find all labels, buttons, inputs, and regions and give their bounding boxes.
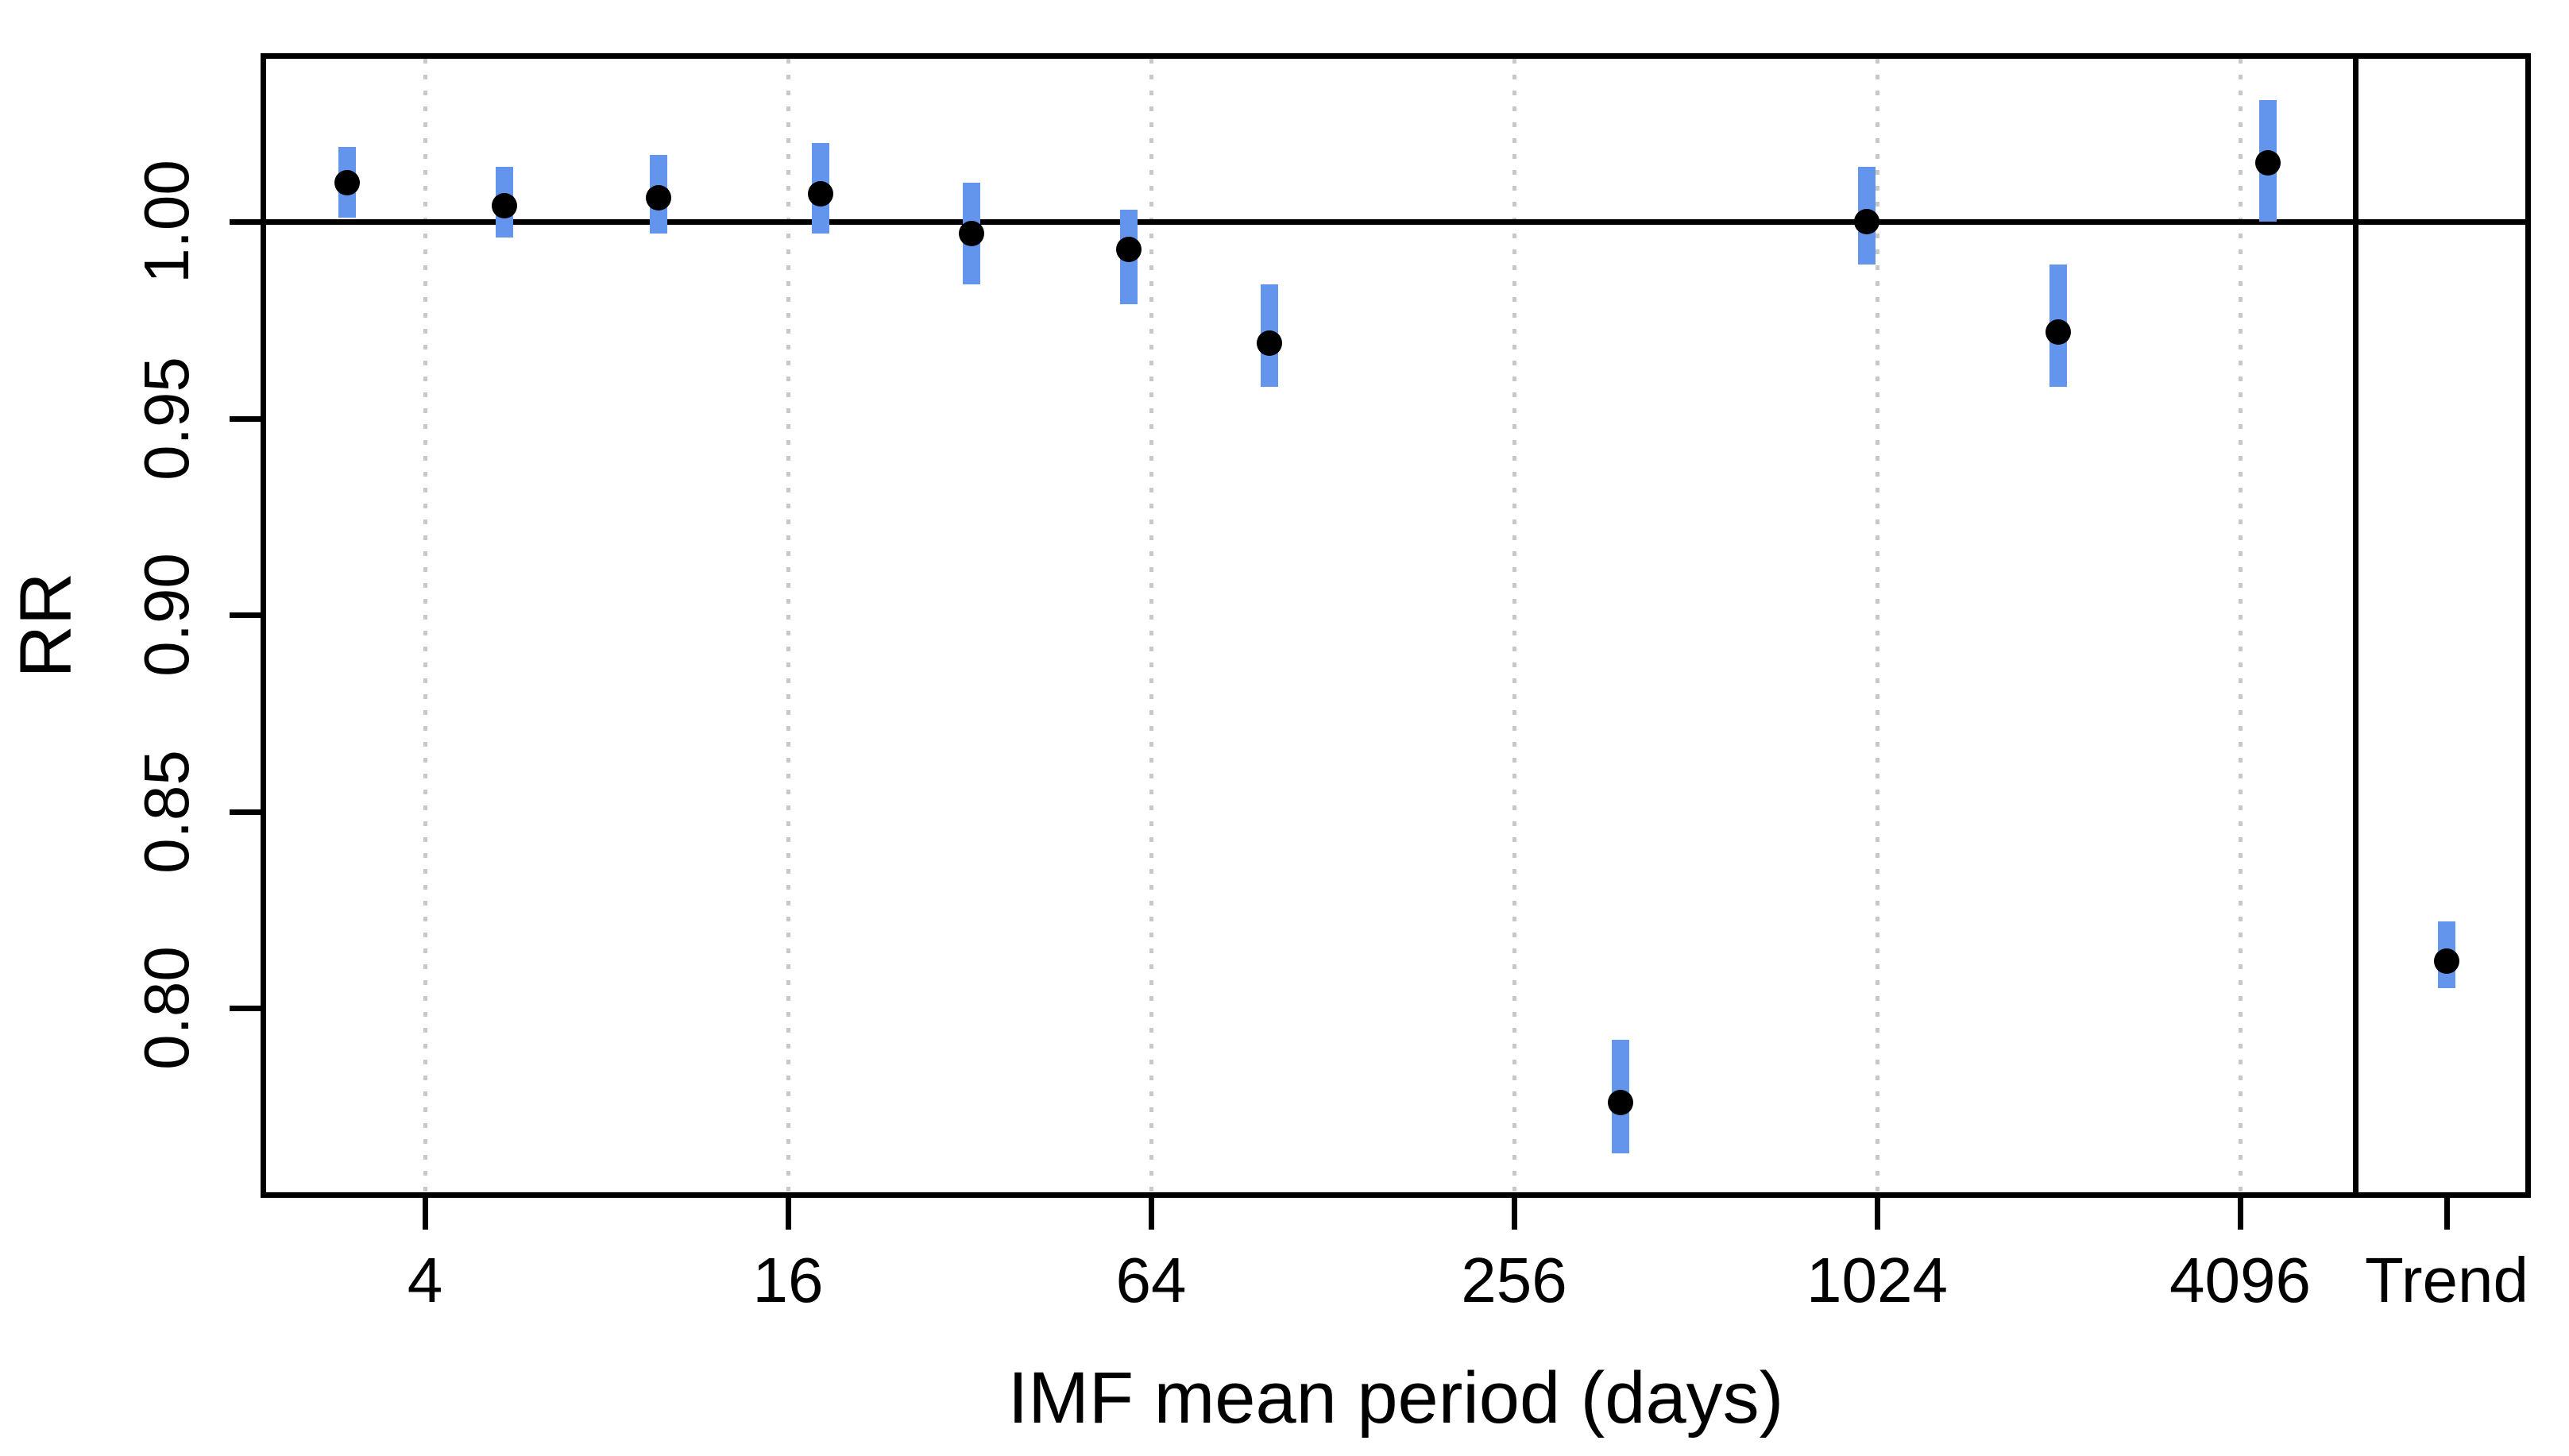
data-dot-imf-4 bbox=[808, 181, 833, 207]
y-axis-title: RR bbox=[6, 572, 87, 678]
x-tick-64 bbox=[1149, 1196, 1154, 1230]
data-dot-imf-10 bbox=[2046, 319, 2071, 345]
data-dot-imf-5 bbox=[959, 220, 984, 246]
x-tick-Trend bbox=[2444, 1196, 2450, 1230]
data-dot-imf-8 bbox=[1608, 1089, 1633, 1115]
x-gridline-64 bbox=[1149, 59, 1153, 1195]
y-tick-0.80 bbox=[230, 1006, 263, 1011]
x-gridline-1024 bbox=[1876, 59, 1879, 1195]
x-tick-label-64: 64 bbox=[1115, 1245, 1187, 1315]
x-tick-label-Trend: Trend bbox=[2364, 1245, 2529, 1315]
y-tick-0.90 bbox=[230, 612, 263, 618]
x-tick-label-256: 256 bbox=[1461, 1245, 1567, 1315]
x-gridline-256 bbox=[1512, 59, 1516, 1195]
x-tick-label-16: 16 bbox=[752, 1245, 824, 1315]
data-dot-imf-1 bbox=[334, 169, 360, 195]
x-gridline-4096 bbox=[2239, 59, 2243, 1195]
x-tick-1024 bbox=[1875, 1196, 1880, 1230]
x-gridline-16 bbox=[786, 59, 790, 1195]
x-tick-16 bbox=[786, 1196, 791, 1230]
data-dot-imf-2 bbox=[492, 193, 517, 219]
plot-border bbox=[261, 53, 2531, 1198]
data-dot-imf-9 bbox=[1854, 209, 1879, 234]
x-tick-4096 bbox=[2238, 1196, 2243, 1230]
data-dot-trend bbox=[2434, 948, 2459, 974]
y-tick-1.00 bbox=[230, 219, 263, 225]
data-dot-imf-3 bbox=[646, 185, 671, 211]
data-dot-imf-7 bbox=[1257, 330, 1282, 357]
data-dot-imf-11 bbox=[2255, 149, 2281, 176]
x-gridline-4 bbox=[423, 59, 427, 1195]
x-tick-label-1024: 1024 bbox=[1806, 1245, 1948, 1315]
x-tick-label-4096: 4096 bbox=[2169, 1245, 2311, 1315]
y-tick-0.85 bbox=[230, 809, 263, 815]
y-tick-label-0.80: 0.80 bbox=[131, 946, 202, 1070]
x-tick-256 bbox=[1512, 1196, 1517, 1230]
x-tick-4 bbox=[423, 1196, 428, 1230]
data-dot-imf-6 bbox=[1116, 236, 1142, 262]
reference-line-rr-1 bbox=[263, 219, 2528, 225]
x-axis-title: IMF mean period (days) bbox=[1007, 1358, 1784, 1439]
x-tick-label-4: 4 bbox=[407, 1245, 443, 1315]
trend-panel-separator bbox=[2353, 56, 2358, 1195]
y-tick-0.95 bbox=[230, 415, 263, 422]
